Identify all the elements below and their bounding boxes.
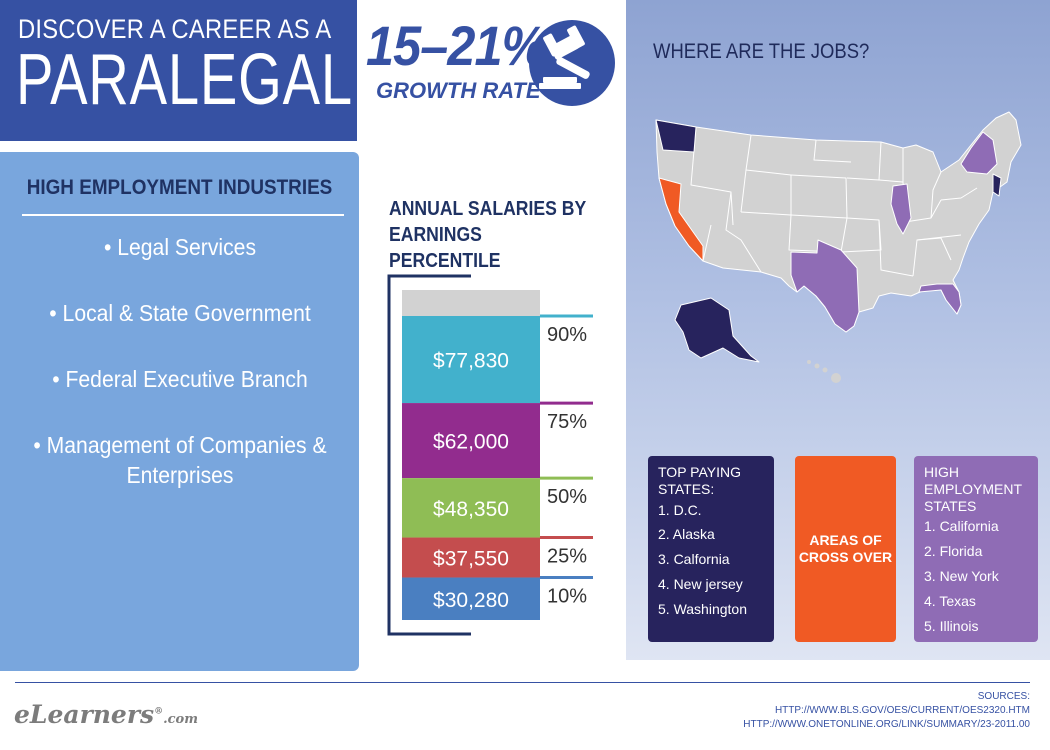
source-link[interactable]: HTTP://WWW.ONETONLINE.ORG/LINK/SUMMARY/2… — [743, 719, 1030, 730]
growth-label: GROWTH RATE — [376, 78, 541, 103]
salary-title-line1: ANNUAL SALARIES BY — [389, 198, 587, 220]
salary-bar — [402, 478, 540, 538]
salary-bar — [402, 316, 540, 404]
cross-over-box: AREAS OF CROSS OVER — [795, 456, 896, 642]
divider — [22, 214, 344, 216]
cross-over-label: AREAS OF CROSS OVER — [798, 532, 893, 565]
map-alaska — [674, 297, 760, 363]
map-new-york — [960, 131, 998, 175]
salary-bar — [402, 537, 540, 578]
high-employment-heading: HIGH EMPLOYMENT STATES — [924, 464, 1022, 514]
salary-value-label: $62,000 — [433, 431, 509, 454]
us-map — [655, 111, 1022, 383]
salary-value-label: $48,350 — [433, 498, 509, 521]
list-item: 4. Texas — [924, 592, 976, 609]
title-main: PARALEGAL — [16, 40, 353, 120]
list-item: 5. Washington — [658, 600, 747, 617]
percentile-label: 75% — [547, 411, 587, 433]
chart-bracket — [387, 274, 471, 636]
title-subtitle: DISCOVER A CAREER AS A — [18, 14, 332, 44]
sources: SOURCES: HTTP://WWW.BLS.GOV/OES/CURRENT/… — [743, 690, 1030, 732]
map-california — [658, 177, 704, 262]
list-item: 2. Florida — [924, 543, 983, 560]
list-item: 3. New York — [924, 567, 999, 584]
gavel-icon — [529, 20, 615, 106]
percentile-label: 50% — [547, 486, 587, 508]
list-item: 1. D.C. — [658, 501, 702, 518]
salary-value-label: $30,280 — [433, 589, 509, 612]
growth-rate: 15–21% — [366, 14, 546, 77]
list-item: 2. Alaska — [658, 526, 715, 543]
salary-bar — [402, 577, 540, 620]
map-new-jersey — [992, 173, 1002, 197]
salary-bar — [402, 403, 540, 479]
high-employment-box: HIGH EMPLOYMENT STATES 1. California 2. … — [914, 456, 1038, 642]
footer-divider — [15, 682, 1030, 683]
list-item: 1. California — [924, 518, 999, 535]
salary-title: ANNUAL SALARIES BY EARNINGS PERCENTILE — [389, 196, 591, 274]
industries-list: • Legal Services • Local & State Governm… — [10, 232, 350, 526]
list-item: 3. Calfornia — [658, 551, 730, 568]
top-paying-box: TOP PAYING STATES: 1. D.C. 2. Alaska 3. … — [648, 456, 774, 642]
list-item: • Federal Executive Branch — [52, 366, 308, 392]
salary-chart: $77,830 90% $62,000 75% $48,350 50% $37,550 25%… — [387, 274, 593, 636]
list-item: 5. Illinois — [924, 617, 979, 634]
industries-heading: HIGH EMPLOYMENT INDUSTRIES — [26, 176, 333, 199]
map-texas — [790, 239, 860, 333]
map-hawaii — [807, 360, 841, 383]
map-florida — [918, 283, 962, 315]
logo-mark: ® — [154, 706, 164, 717]
logo-suffix: .com — [163, 712, 198, 727]
percentile-label: 10% — [547, 586, 587, 608]
percentile-label: 25% — [547, 546, 587, 568]
salary-title-line2: EARNINGS PERCENTILE — [389, 224, 501, 272]
list-item: • Legal Services — [103, 234, 257, 260]
jobs-panel: WHERE ARE THE JOBS? — [626, 0, 1050, 660]
map-illinois — [890, 183, 912, 235]
salary-value-label: $77,830 — [433, 350, 509, 373]
map-washington — [655, 119, 697, 153]
logo-main: eLearners — [14, 700, 155, 729]
chart-cap — [402, 290, 540, 316]
sources-label: SOURCES: — [977, 691, 1030, 702]
list-item: 4. New jersey — [658, 575, 743, 592]
title-banner: DISCOVER A CAREER AS A PARALEGAL — [0, 0, 357, 141]
industries-panel: HIGH EMPLOYMENT INDUSTRIES • Legal Servi… — [0, 152, 359, 671]
source-link[interactable]: HTTP://WWW.BLS.GOV/OES/CURRENT/OES2320.H… — [774, 705, 1030, 716]
salary-value-label: $37,550 — [433, 548, 509, 571]
list-item: • Management of Companies & Enterprises — [33, 432, 327, 488]
percentile-label: 90% — [547, 324, 587, 346]
elearners-logo: eLearners®.com — [14, 700, 198, 729]
jobs-title: WHERE ARE THE JOBS? — [653, 40, 870, 63]
top-paying-heading: TOP PAYING STATES: — [658, 464, 741, 497]
list-item: • Local & State Government — [49, 300, 311, 326]
